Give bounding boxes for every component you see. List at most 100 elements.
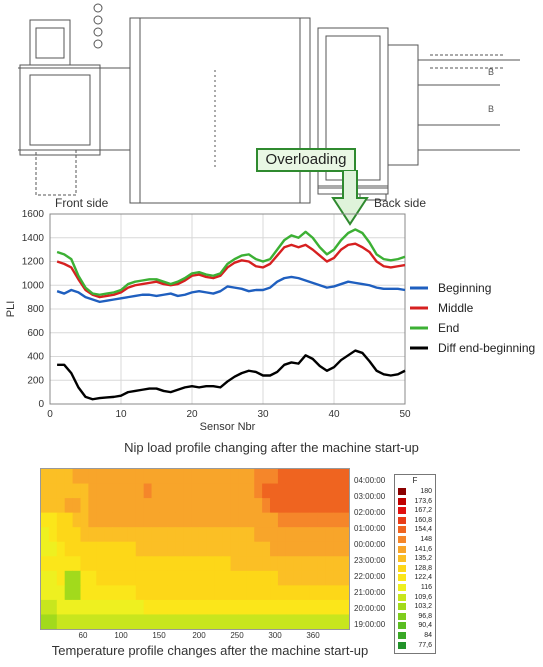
temperature-legend-value: 90,4: [418, 622, 432, 630]
temperature-legend-row: 84: [398, 631, 434, 640]
heatmap-cell: [159, 614, 168, 629]
heatmap-grid: [41, 469, 349, 629]
heatmap-cell: [143, 570, 153, 586]
heatmap-cell: [262, 541, 271, 557]
heatmap-cell: [135, 512, 145, 528]
heatmap-cell: [246, 469, 255, 485]
heatmap-cell: [309, 469, 318, 485]
temperature-legend-value: 96,8: [418, 612, 432, 620]
heatmap-cell: [246, 599, 255, 615]
heatmap-cell: [167, 512, 176, 528]
series-line-diff-end-beginning: [57, 349, 406, 401]
heatmap-cell: [127, 541, 137, 557]
heatmap-cell: [277, 512, 287, 528]
heatmap-cell: [285, 527, 295, 543]
heatmap-cell: [159, 541, 168, 557]
heatmap-cell: [183, 498, 192, 514]
heatmap-cell: [175, 498, 184, 514]
heatmap-cell: [175, 527, 184, 543]
heatmap-cell: [230, 469, 239, 485]
heatmap-cell: [277, 498, 287, 514]
heatmap-cell: [80, 614, 89, 629]
heatmap-cell: [88, 498, 97, 514]
heatmap-cell: [254, 614, 263, 629]
heatmap-cell: [325, 614, 334, 629]
heatmap-time-tick: 02:00:00: [354, 508, 386, 517]
heatmap-cell: [119, 469, 129, 485]
heatmap-cell: [151, 527, 160, 543]
heatmap-cell: [206, 570, 216, 586]
temperature-legend-row: 90,4: [398, 621, 434, 630]
heatmap-cell: [167, 498, 176, 514]
heatmap-cell: [198, 469, 208, 485]
heatmap-cell: [104, 469, 113, 485]
nip-load-caption: Nip load profile changing after the mach…: [124, 440, 419, 455]
heatmap-cell: [96, 614, 105, 629]
heatmap-cell: [151, 570, 160, 586]
heatmap-cell: [48, 469, 58, 485]
heatmap-cell: [238, 614, 247, 629]
heatmap-cell: [191, 556, 200, 572]
temperature-legend-row: 128,8: [398, 564, 434, 573]
heatmap-cell: [191, 614, 200, 629]
temperature-legend-swatch: [398, 622, 406, 630]
heatmap-cell: [151, 541, 160, 557]
heatmap-x-tick: 360: [306, 631, 320, 640]
heatmap-cell: [72, 541, 81, 557]
heatmap-cell: [341, 599, 349, 615]
heatmap-cell: [254, 512, 263, 528]
heatmap-cell: [72, 599, 81, 615]
heatmap-cell: [317, 614, 326, 629]
heatmap-cell: [104, 512, 113, 528]
heatmap-cell: [104, 599, 113, 615]
heatmap-cell: [48, 570, 58, 586]
heatmap-cell: [293, 512, 303, 528]
heatmap-cell: [143, 498, 153, 514]
y-tick-label: 400: [27, 352, 44, 363]
heatmap-cell: [222, 483, 232, 499]
series-line-beginning: [56, 275, 406, 304]
heatmap-cell: [222, 469, 232, 485]
temperature-caption: Temperature profile changes after the ma…: [51, 643, 369, 658]
heatmap-cell: [285, 512, 295, 528]
heatmap-cell: [119, 483, 129, 499]
heatmap-cell: [206, 614, 216, 629]
heatmap-cell: [104, 541, 113, 557]
temperature-legend-value: 116: [420, 584, 432, 591]
heatmap-cell: [80, 483, 89, 499]
heatmap-cell: [159, 599, 168, 615]
heatmap-cell: [41, 570, 50, 586]
heatmap-cell: [230, 614, 239, 629]
heatmap-cell: [167, 541, 176, 557]
temperature-legend-value: 77,6: [418, 641, 432, 649]
temperature-legend-value: 141,6: [414, 545, 432, 553]
temperature-legend-value: 167,2: [414, 507, 432, 515]
heatmap-cell: [96, 570, 105, 586]
heatmap-cell: [175, 541, 184, 557]
heatmap-cell: [151, 512, 160, 528]
heatmap-cell: [341, 541, 349, 557]
heatmap-cell: [96, 512, 105, 528]
y-tick-label: 1200: [22, 257, 45, 268]
heatmap-cell: [262, 469, 271, 485]
heatmap-cell: [175, 585, 184, 601]
heatmap-cell: [222, 570, 232, 586]
heatmap-cell: [277, 599, 287, 615]
heatmap-cell: [270, 599, 279, 615]
heatmap-cell: [143, 483, 153, 499]
temperature-legend-row: 77,6: [398, 641, 434, 650]
heatmap-cell: [198, 483, 208, 499]
heatmap-cell: [127, 527, 137, 543]
heatmap-cell: [301, 556, 311, 572]
heatmap-cell: [246, 512, 255, 528]
temperature-legend-value: 103,2: [414, 603, 432, 611]
heatmap-cell: [317, 512, 326, 528]
heatmap-cell: [64, 483, 74, 499]
heatmap-cell: [80, 541, 89, 557]
heatmap-cell: [317, 541, 326, 557]
heatmap-cell: [214, 599, 224, 615]
heatmap-cell: [325, 570, 334, 586]
y-tick-label: 200: [27, 375, 44, 386]
heatmap-cell: [135, 469, 145, 485]
heatmap-cell: [64, 570, 74, 586]
